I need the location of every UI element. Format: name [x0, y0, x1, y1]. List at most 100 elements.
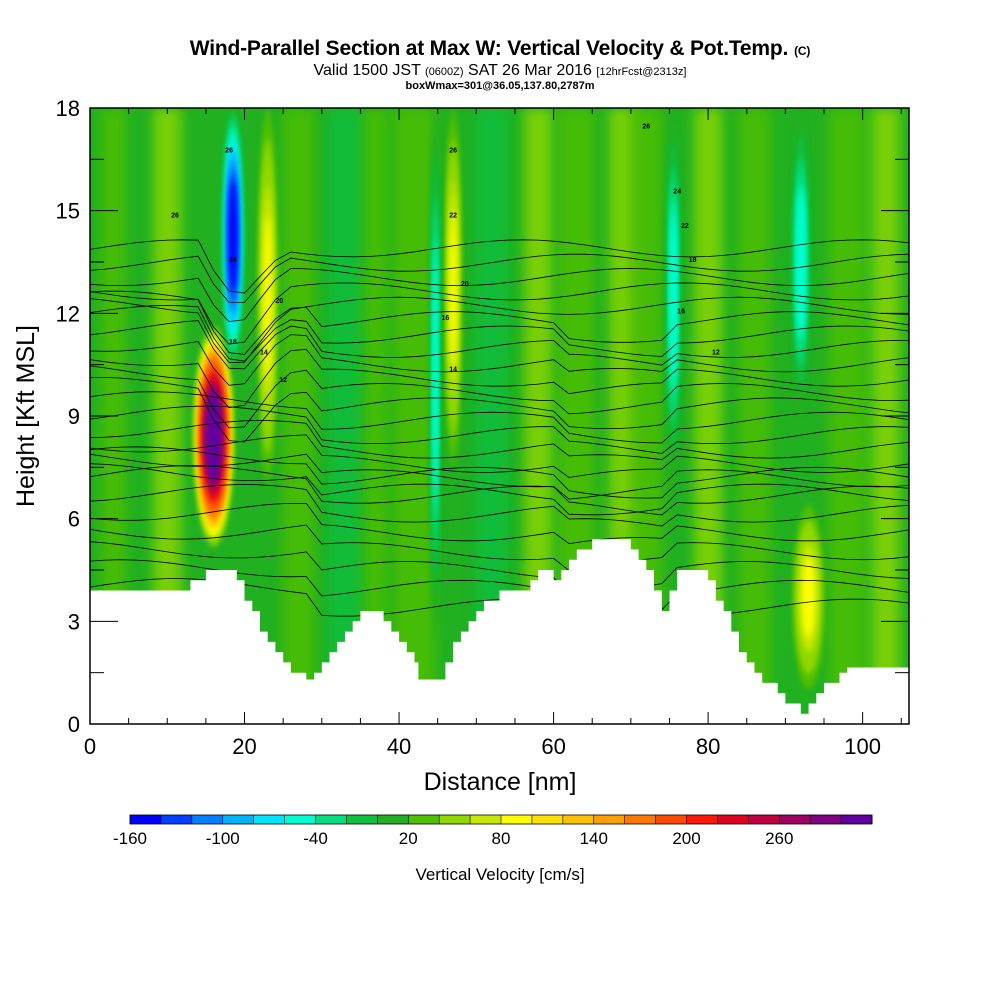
theta-contour — [90, 334, 909, 386]
y-tick-label: 3 — [68, 609, 80, 634]
x-tick-label: 40 — [387, 734, 411, 759]
theta-contour-label: 20 — [461, 281, 469, 288]
theta-contour-label: 12 — [712, 349, 720, 356]
theta-contour-label: 14 — [449, 367, 457, 374]
downdraft-cell — [797, 195, 805, 329]
colorbar-swatch — [624, 815, 657, 824]
theta-contour-label: 26 — [225, 147, 233, 154]
x-axis: 0 20 40 60 80 100 — [84, 108, 902, 759]
forecast-info: [12hrFcst@2313z] — [596, 66, 687, 78]
theta-contour-label: 20 — [275, 298, 283, 305]
terrain — [90, 539, 909, 724]
title-block: Wind-Parallel Section at Max W: Vertical… — [0, 36, 1000, 92]
theta-contour-label: 22 — [449, 213, 457, 220]
downdraft-cell — [433, 258, 438, 488]
colorbar-swatch — [531, 815, 564, 824]
y-tick-label: 12 — [56, 301, 80, 326]
valid-date: SAT 26 Mar 2016 — [468, 62, 592, 79]
velocity-band — [393, 108, 436, 724]
theta-contour — [90, 405, 909, 454]
theta-contour — [90, 503, 909, 545]
theta-contour — [90, 282, 909, 345]
colorbar-swatch — [779, 815, 811, 824]
colorbar-tick-label: -100 — [206, 829, 240, 848]
updraft-cell — [264, 215, 272, 378]
colorbar-tick-label: 80 — [492, 829, 511, 848]
theta-contour — [90, 268, 909, 323]
y-tick-label: 0 — [68, 712, 80, 737]
theta-contour — [90, 465, 909, 516]
colorbar-swatch — [284, 815, 316, 824]
colorbar-swatch — [717, 815, 749, 824]
plot-area: 26 26 26 26 24 24 22 22 20 20 18 18 16 16 14 14 12 12 — [90, 108, 909, 724]
colorbar-tick-label: 260 — [765, 829, 793, 848]
colorbar-swatch — [222, 815, 255, 824]
x-tick-label: 80 — [696, 734, 720, 759]
y-tick-label: 18 — [56, 96, 80, 121]
theta-contour-label: 22 — [681, 223, 689, 230]
colorbar-tick-label: 140 — [580, 829, 608, 848]
colorbar-tick-label: -160 — [113, 829, 147, 848]
colorbar-swatch — [439, 815, 471, 824]
colorbar-swatch — [501, 815, 533, 824]
velocity-band — [364, 108, 388, 724]
velocity-cells — [193, 108, 825, 690]
colorbar-swatch — [130, 815, 162, 824]
theta-contour — [90, 377, 909, 443]
theta-contour — [90, 365, 909, 429]
colorbar-swatch — [686, 815, 718, 824]
theta-contour-label: 24 — [673, 189, 681, 196]
y-tick-label: 6 — [68, 507, 80, 532]
theta-contour-label: 18 — [229, 339, 237, 346]
theta-contour-label: 16 — [677, 308, 685, 315]
theta-contour-label: 12 — [279, 377, 287, 384]
colorbar-swatch — [408, 815, 440, 824]
valid-utc: (0600Z) — [425, 66, 464, 78]
box-info: boxWmax=301@36.05,137.80,2787m — [405, 80, 595, 92]
theta-contour — [90, 541, 909, 593]
theta-contour — [90, 320, 909, 370]
theta-contour — [90, 434, 909, 478]
colorbar-tick-label: 20 — [399, 829, 418, 848]
updraft-cell — [205, 389, 222, 484]
colorbar: -160 -100 -40 20 80 140 200 260 — [113, 814, 873, 848]
valid-prefix: Valid 1500 JST — [313, 62, 421, 79]
colorbar-swatch — [593, 815, 626, 824]
x-tick-label: 60 — [541, 734, 565, 759]
colorbar-title: Vertical Velocity [cm/s] — [415, 865, 584, 884]
colorbar-swatch — [346, 815, 378, 824]
colorbar-swatch — [810, 815, 842, 824]
theta-contours: 26 26 26 26 24 24 22 22 20 20 18 18 16 16 14 14 12 12 — [90, 124, 909, 630]
updraft-cell — [802, 557, 815, 638]
theta-contour-label: 26 — [449, 147, 457, 154]
downdraft-cell — [670, 215, 677, 378]
theta-contour — [90, 463, 909, 516]
theta-contour — [90, 391, 909, 444]
chart-title-text: Wind-Parallel Section at Max W: Vertical… — [189, 37, 789, 60]
theta-contour — [90, 348, 909, 409]
theta-contour-label: 18 — [689, 257, 697, 264]
x-tick-label: 20 — [232, 734, 256, 759]
y-axis: 0 3 6 9 12 15 18 — [56, 96, 909, 737]
colorbar-swatch — [655, 815, 687, 824]
colorbar-swatch — [841, 815, 873, 824]
x-tick-label: 0 — [84, 734, 96, 759]
theta-contour-label: 14 — [260, 349, 268, 356]
theta-contour-label: 24 — [229, 257, 237, 264]
colorbar-swatch — [315, 815, 347, 824]
colorbar-swatch — [160, 815, 193, 824]
theta-contour — [90, 419, 909, 461]
theta-contour — [90, 446, 909, 499]
theta-contour — [90, 290, 909, 355]
y-axis-title: Height [Kft MSL] — [12, 325, 40, 507]
theta-contour — [90, 453, 909, 500]
theta-contour — [90, 483, 909, 527]
velocity-band — [828, 108, 866, 724]
downdraft-cell — [229, 180, 237, 292]
theta-contour — [90, 296, 909, 364]
theta-contour — [90, 239, 909, 294]
colorbar-swatch — [748, 815, 780, 824]
valid-time-line: Valid 1500 JST (0600Z) SAT 26 Mar 2016 [… — [0, 62, 1000, 81]
x-tick-label: 100 — [844, 734, 881, 759]
